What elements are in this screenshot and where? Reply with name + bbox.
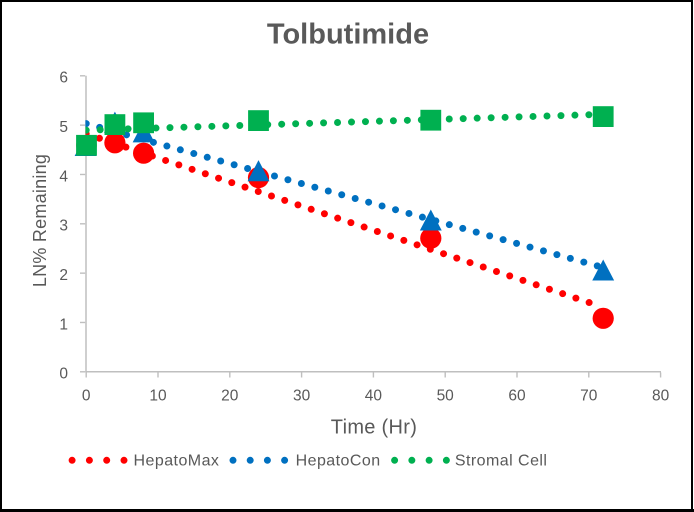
svg-text:Tolbutimide: Tolbutimide	[267, 19, 429, 51]
svg-text:30: 30	[293, 388, 311, 405]
svg-text:Stromal Cell: Stromal Cell	[455, 453, 548, 470]
svg-text:HepatoMax: HepatoMax	[134, 453, 220, 470]
svg-text:0: 0	[59, 366, 68, 383]
svg-text:4: 4	[59, 168, 68, 185]
svg-text:5: 5	[59, 119, 68, 136]
svg-text:10: 10	[149, 388, 167, 405]
svg-text:50: 50	[437, 388, 455, 405]
svg-text:LN% Remaining: LN% Remaining	[30, 154, 50, 287]
svg-text:Time (Hr): Time (Hr)	[331, 417, 417, 439]
svg-text:80: 80	[652, 388, 670, 405]
svg-text:HepatoCon: HepatoCon	[296, 453, 381, 470]
svg-text:1: 1	[59, 316, 68, 333]
svg-text:60: 60	[508, 388, 526, 405]
svg-text:3: 3	[59, 218, 68, 235]
svg-text:40: 40	[365, 388, 383, 405]
svg-text:2: 2	[59, 267, 68, 284]
svg-text:70: 70	[580, 388, 598, 405]
svg-text:20: 20	[221, 388, 239, 405]
svg-text:6: 6	[59, 69, 68, 86]
svg-text:0: 0	[82, 388, 91, 405]
